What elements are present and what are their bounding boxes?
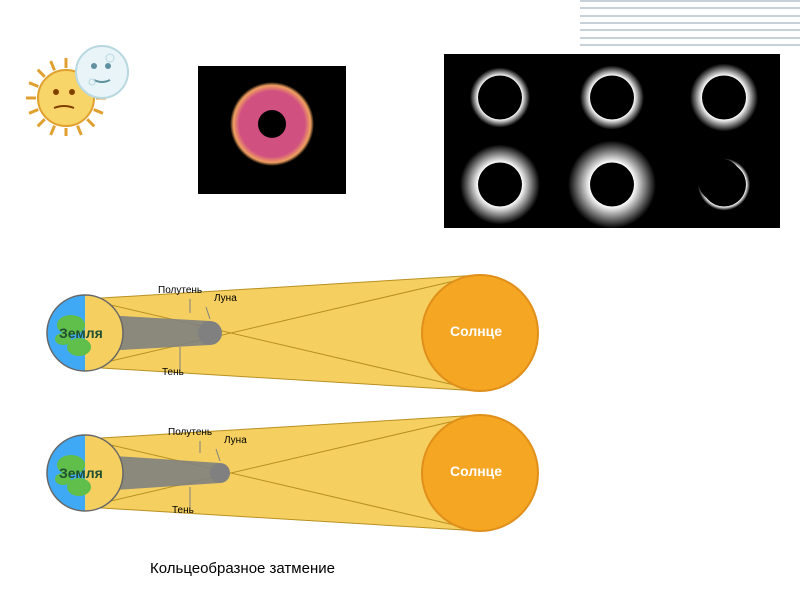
label-penumbra: Полутень <box>158 285 202 296</box>
corner-ruler <box>580 0 800 46</box>
cartoon-sun-moon <box>24 36 144 136</box>
eclipse-diagram-total: Земля Солнце Полутень Луна Тень <box>30 268 570 398</box>
photo-eclipse-sequence <box>444 54 780 228</box>
label-moon: Луна <box>214 293 237 304</box>
label-umbra: Тень <box>172 505 194 516</box>
label-sun: Солнце <box>450 463 502 479</box>
label-sun: Солнце <box>450 323 502 339</box>
label-moon: Луна <box>224 435 247 446</box>
label-earth: Земля <box>59 325 103 341</box>
caption: Кольцеобразное затмение <box>150 560 335 577</box>
photo-annular-eclipse <box>198 66 346 194</box>
label-umbra: Тень <box>162 367 184 378</box>
eclipse-diagram-annular: Земля Солнце Полутень Луна Тень <box>30 408 570 538</box>
label-penumbra: Полутень <box>168 427 212 438</box>
label-earth: Земля <box>59 465 103 481</box>
